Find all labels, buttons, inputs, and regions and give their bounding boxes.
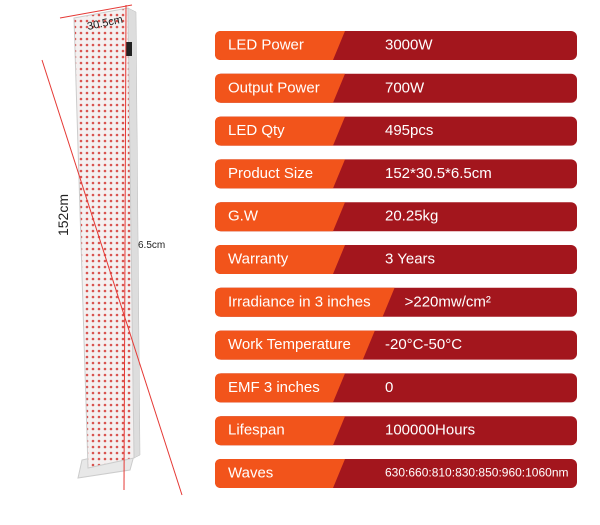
- spec-value: 3000W: [385, 36, 433, 53]
- spec-label: Waves: [228, 464, 273, 481]
- spec-row: Irradiance in 3 inches >220mw/cm²: [215, 287, 577, 317]
- spec-value: 630:660:810:830:850:960:1060nm: [385, 466, 569, 480]
- spec-row: Work Temperature -20°C-50°C: [215, 330, 577, 360]
- label-bg: [215, 159, 345, 189]
- spec-value: 20.25kg: [385, 208, 438, 225]
- spec-label: LED Qty: [228, 122, 285, 139]
- spec-value: 700W: [385, 79, 425, 96]
- panel-illustration: 30.5cm 152cm 6.5cm: [41, 4, 183, 496]
- spec-value: 3 Years: [385, 250, 435, 267]
- spec-row: LED Power 3000W: [215, 31, 577, 60]
- spec-row: EMF 3 inches 0: [215, 373, 577, 403]
- spec-label: Work Temperature: [228, 336, 351, 353]
- spec-value: >220mw/cm²: [405, 293, 491, 310]
- label-bg: [215, 287, 395, 317]
- spec-value: 495pcs: [385, 122, 433, 139]
- spec-label: Output Power: [228, 79, 320, 96]
- label-bg: [215, 31, 345, 60]
- spec-row: Product Size 152*30.5*6.5cm: [215, 159, 577, 189]
- spec-value: 100000Hours: [385, 422, 475, 439]
- spec-label: G.W: [228, 208, 259, 225]
- spec-row: Output Power 700W: [215, 73, 577, 103]
- spec-label: EMF 3 inches: [228, 379, 320, 396]
- height-label: 152cm: [55, 194, 71, 236]
- spec-row: LED Qty 495pcs: [215, 116, 577, 146]
- spec-label: Warranty: [228, 250, 289, 267]
- spec-value: 0: [385, 379, 393, 396]
- depth-label: 6.5cm: [138, 240, 165, 251]
- label-bg: [215, 73, 345, 103]
- label-bg: [215, 459, 345, 488]
- spec-row: Lifespan 100000Hours: [215, 416, 577, 446]
- label-bg: [215, 330, 375, 360]
- label-bg: [215, 116, 345, 146]
- spec-value: 152*30.5*6.5cm: [385, 165, 492, 182]
- spec-value: -20°C-50°C: [385, 336, 462, 353]
- spec-label: Lifespan: [228, 422, 285, 439]
- spec-label: Irradiance in 3 inches: [228, 293, 371, 310]
- label-bg: [215, 245, 345, 274]
- spec-list: LED Power 3000W Output Power 700W LED Qty 495…: [215, 31, 577, 488]
- spec-label: Product Size: [228, 165, 313, 182]
- label-bg: [215, 416, 345, 446]
- spec-row: Waves 630:660:810:830:850:960:1060nm: [215, 459, 577, 488]
- spec-row: G.W 20.25kg: [215, 202, 577, 232]
- spec-label: LED Power: [228, 36, 304, 53]
- label-bg: [215, 202, 345, 232]
- spec-row: Warranty 3 Years: [215, 245, 577, 274]
- label-bg: [215, 373, 345, 403]
